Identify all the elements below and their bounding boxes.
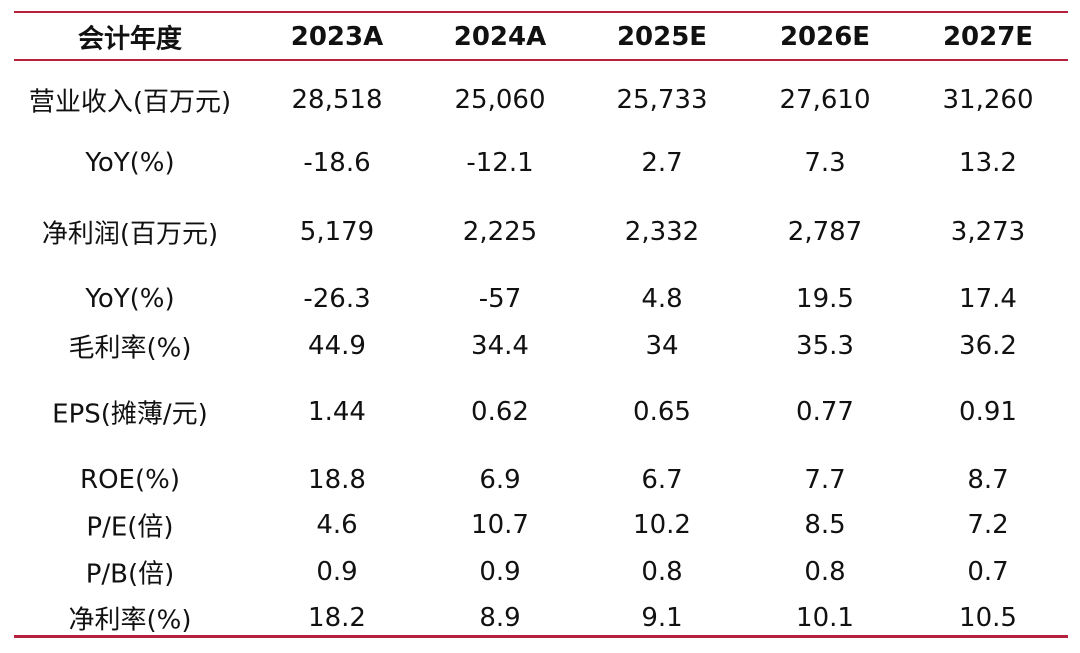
data-cell: 36.2 — [959, 331, 1017, 361]
data-cell: 4.6 — [316, 510, 358, 540]
data-cell: 0.77 — [796, 397, 854, 427]
header-cell: 会计年度 — [77, 24, 183, 55]
data-cell: 1.44 — [308, 397, 366, 427]
header-cell: 2023A — [290, 22, 384, 52]
header-cell: 2024A — [453, 22, 547, 52]
data-cell: 7.7 — [804, 465, 846, 495]
data-cell: 3,273 — [950, 217, 1026, 247]
top-rule — [14, 11, 1068, 13]
data-cell: 10.1 — [796, 603, 854, 633]
data-cell: -12.1 — [466, 148, 534, 178]
header-cell: 2026E — [779, 22, 871, 52]
data-cell: 2,787 — [787, 217, 863, 247]
data-cell: 4.8 — [641, 284, 683, 314]
data-cell: -26.3 — [303, 284, 371, 314]
data-cell: 6.7 — [641, 465, 683, 495]
row-label: P/E(倍) — [86, 512, 174, 543]
row-label: YoY(%) — [85, 148, 175, 178]
data-cell: 0.9 — [479, 557, 521, 587]
data-cell: 25,060 — [454, 85, 546, 115]
data-cell: 0.7 — [967, 557, 1009, 587]
data-cell: 0.8 — [641, 557, 683, 587]
data-cell: 10.2 — [633, 510, 691, 540]
data-cell: 0.91 — [959, 397, 1017, 427]
row-label: 净利润(百万元) — [41, 219, 219, 250]
data-cell: -57 — [478, 284, 522, 314]
header-cell: 2027E — [942, 22, 1034, 52]
data-cell: 0.9 — [316, 557, 358, 587]
data-cell: 6.9 — [479, 465, 521, 495]
row-label: 毛利率(%) — [68, 333, 192, 364]
data-cell: 2,225 — [462, 217, 538, 247]
data-cell: 34.4 — [471, 331, 529, 361]
data-cell: 9.1 — [641, 603, 683, 633]
data-cell: 2.7 — [641, 148, 683, 178]
data-cell: 8.7 — [967, 465, 1009, 495]
data-cell: 34 — [645, 331, 679, 361]
row-label: YoY(%) — [85, 284, 175, 314]
row-label: 净利率(%) — [68, 605, 192, 636]
data-cell: 18.8 — [308, 465, 366, 495]
row-label: ROE(%) — [80, 465, 180, 495]
data-cell: 35.3 — [796, 331, 854, 361]
data-cell: 25,733 — [616, 85, 708, 115]
data-cell: 28,518 — [291, 85, 383, 115]
data-cell: 31,260 — [942, 85, 1034, 115]
data-cell: 17.4 — [959, 284, 1017, 314]
data-cell: 44.9 — [308, 331, 366, 361]
data-cell: 7.2 — [967, 510, 1009, 540]
data-cell: 27,610 — [779, 85, 871, 115]
data-cell: 5,179 — [299, 217, 375, 247]
row-label: EPS(摊薄/元) — [52, 399, 208, 430]
data-cell: 18.2 — [308, 603, 366, 633]
data-cell: 0.65 — [633, 397, 691, 427]
row-label: P/B(倍) — [85, 559, 175, 590]
data-cell: 8.9 — [479, 603, 521, 633]
data-cell: 8.5 — [804, 510, 846, 540]
data-cell: -18.6 — [303, 148, 371, 178]
row-label: 营业收入(百万元) — [28, 87, 232, 118]
data-cell: 0.62 — [471, 397, 529, 427]
data-cell: 10.5 — [959, 603, 1017, 633]
data-cell: 7.3 — [804, 148, 846, 178]
header-cell: 2025E — [616, 22, 708, 52]
data-cell: 13.2 — [959, 148, 1017, 178]
header-rule — [14, 59, 1068, 61]
data-cell: 10.7 — [471, 510, 529, 540]
data-cell: 19.5 — [796, 284, 854, 314]
bottom-rule — [14, 635, 1068, 638]
data-cell: 0.8 — [804, 557, 846, 587]
data-cell: 2,332 — [624, 217, 700, 247]
